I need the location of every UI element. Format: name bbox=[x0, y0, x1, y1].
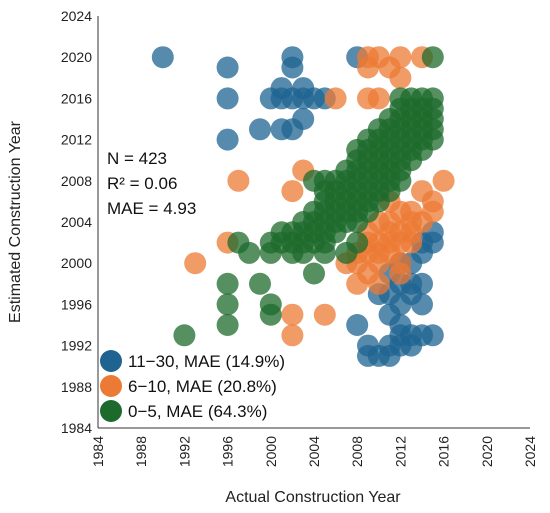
data-point bbox=[173, 324, 196, 347]
x-tick-label: 1992 bbox=[176, 436, 192, 467]
data-point bbox=[346, 314, 369, 336]
data-point bbox=[281, 303, 304, 326]
data-point bbox=[421, 231, 444, 254]
data-point bbox=[238, 241, 261, 264]
y-tick-label: 2012 bbox=[61, 132, 92, 148]
y-tick-label: 2016 bbox=[61, 90, 92, 106]
y-tick-label: 1984 bbox=[61, 420, 92, 436]
y-tick-label: 2020 bbox=[61, 49, 92, 65]
y-tick-label: 1988 bbox=[61, 379, 92, 395]
data-point bbox=[292, 108, 315, 130]
data-point bbox=[216, 56, 239, 79]
data-point bbox=[346, 272, 369, 295]
data-point bbox=[216, 87, 239, 110]
x-axis-title: Actual Construction Year bbox=[225, 489, 401, 506]
legend-marker bbox=[100, 400, 122, 422]
data-point bbox=[249, 118, 271, 141]
x-tick-label: 2012 bbox=[392, 436, 408, 467]
legend-marker bbox=[100, 375, 122, 397]
legend-label: 0−5, MAE (64.3%) bbox=[128, 402, 267, 421]
x-tick-label: 2024 bbox=[522, 436, 538, 467]
data-point bbox=[259, 303, 282, 326]
y-axis-title: Estimated Construction Year bbox=[7, 120, 24, 323]
tick-labels: 1984 1988 1992 1996 2000 2004 2008 2012 2016 2020… bbox=[61, 8, 538, 467]
data-point bbox=[367, 87, 390, 110]
x-tick-label: 1996 bbox=[220, 436, 236, 467]
data-point bbox=[270, 77, 293, 100]
axes bbox=[97, 16, 530, 429]
x-tick-label: 2004 bbox=[306, 436, 322, 467]
data-point bbox=[216, 272, 239, 295]
data-point bbox=[357, 56, 379, 79]
data-point bbox=[432, 169, 455, 192]
y-tick-label: 2004 bbox=[61, 214, 92, 230]
x-tick-label: 2016 bbox=[436, 436, 452, 467]
data-point bbox=[367, 252, 390, 275]
x-tick-label: 1988 bbox=[133, 436, 149, 467]
data-point bbox=[411, 272, 433, 295]
data-point bbox=[389, 262, 412, 285]
data-point bbox=[335, 241, 358, 264]
legend-label: 6−10, MAE (20.8%) bbox=[128, 377, 277, 396]
y-tick-label: 2000 bbox=[61, 255, 92, 271]
x-tick-label: 1984 bbox=[90, 436, 106, 467]
data-point bbox=[216, 293, 239, 316]
data-point bbox=[151, 46, 174, 69]
legend: 11−30, MAE (14.9%) 6−10, MAE (20.8%) 0−5, … bbox=[100, 350, 285, 422]
stat-mae: MAE = 4.93 bbox=[107, 199, 196, 218]
data-point bbox=[281, 56, 304, 79]
legend-label: 11−30, MAE (14.9%) bbox=[128, 352, 285, 371]
data-point bbox=[216, 128, 239, 151]
data-point bbox=[292, 241, 315, 264]
data-point bbox=[421, 200, 444, 223]
y-tick-label: 2024 bbox=[61, 8, 92, 24]
data-point bbox=[421, 324, 444, 347]
stat-n: N = 423 bbox=[107, 149, 167, 168]
data-point bbox=[303, 262, 325, 285]
data-point bbox=[378, 221, 401, 244]
data-point bbox=[259, 241, 282, 264]
series-2-points bbox=[173, 46, 444, 347]
stat-r2: R² = 0.06 bbox=[107, 174, 177, 193]
data-point bbox=[400, 231, 423, 254]
y-tick-label: 1996 bbox=[61, 296, 92, 312]
data-point bbox=[227, 169, 250, 192]
data-point bbox=[281, 324, 304, 347]
stats-box: N = 423 R² = 0.06 MAE = 4.93 bbox=[107, 149, 196, 218]
legend-marker bbox=[100, 350, 122, 372]
data-point bbox=[216, 314, 239, 336]
data-point bbox=[389, 334, 412, 357]
x-tick-label: 2000 bbox=[263, 436, 279, 467]
x-tick-label: 2008 bbox=[349, 436, 365, 467]
data-point bbox=[292, 77, 315, 100]
y-tick-label: 2008 bbox=[61, 173, 92, 189]
data-point bbox=[421, 46, 444, 69]
x-tick-label: 2020 bbox=[479, 436, 495, 467]
data-point bbox=[346, 211, 369, 233]
data-point bbox=[411, 293, 433, 316]
data-point bbox=[367, 272, 390, 295]
data-point bbox=[313, 241, 336, 264]
data-point bbox=[324, 87, 347, 110]
data-point bbox=[281, 180, 304, 203]
data-point bbox=[249, 272, 271, 295]
data-point bbox=[184, 252, 207, 275]
data-point bbox=[389, 66, 412, 89]
y-tick-label: 1992 bbox=[61, 338, 92, 354]
data-point bbox=[313, 303, 336, 326]
data-points bbox=[151, 46, 455, 367]
